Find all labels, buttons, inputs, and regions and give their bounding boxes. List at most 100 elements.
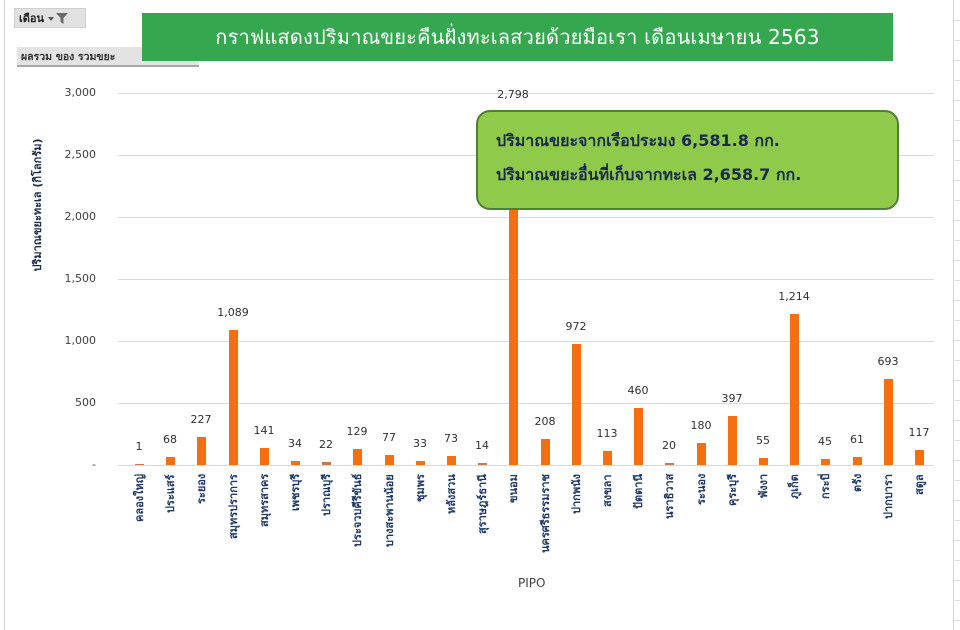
x-category-label: บางสะพานน้อย [383, 474, 396, 547]
bar-value-label: 117 [908, 426, 930, 439]
sheet-row-line [954, 600, 960, 601]
bar-value-label: 33 [413, 437, 427, 450]
sheet-row-line [954, 300, 960, 301]
bar[interactable] [884, 379, 893, 465]
x-category-label: คลองใหญ่ [133, 474, 146, 523]
bar[interactable] [166, 457, 175, 465]
bar-value-label: 1,089 [217, 306, 249, 319]
pivot-value-label: ผลรวม ของ รวมขยะ [21, 50, 116, 63]
sheet-row-line [954, 500, 960, 501]
x-category-label: ภูเก็ต [788, 474, 801, 499]
pivot-field-label: เดือน [19, 12, 45, 25]
sheet-row-line [954, 320, 960, 321]
x-category-label: ประแสร์ [164, 474, 177, 513]
bar[interactable] [728, 416, 737, 465]
sheet-row-line [954, 520, 960, 521]
bar-value-label: 113 [596, 427, 618, 440]
sheet-row-line [954, 40, 960, 41]
bar[interactable] [697, 443, 706, 465]
bar[interactable] [385, 455, 394, 465]
sheet-row-line [954, 580, 960, 581]
sheet-row-line [954, 340, 960, 341]
sheet-row-line [954, 360, 960, 361]
bar-value-label: 34 [288, 437, 302, 450]
summary-callout: ปริมาณขยะจากเรือประมง 6,581.8 กก. ปริมาณ… [476, 110, 899, 210]
bar-value-label: 55 [756, 434, 770, 447]
x-category-label: คุระบุรี [726, 474, 739, 507]
sheet-row-line [954, 540, 960, 541]
x-category-label: ปากพนัง [570, 474, 583, 514]
x-category-label: ระยอง [195, 474, 208, 505]
bar-value-label: 45 [818, 435, 832, 448]
x-category-label: พังงา [757, 474, 770, 499]
x-category-label: สงขลา [601, 474, 614, 507]
bar[interactable] [665, 463, 674, 465]
bar[interactable] [915, 450, 924, 465]
sheet-row-line [954, 120, 960, 121]
x-category-label: สตูล [913, 474, 926, 495]
bar-value-label: 141 [253, 424, 275, 437]
bar-value-label: 397 [721, 392, 743, 405]
bar[interactable] [322, 462, 331, 465]
x-category-label: นราธิวาส [663, 474, 676, 520]
bar[interactable] [197, 437, 206, 465]
bar-value-label: 68 [163, 433, 177, 446]
sheet-row-line [954, 60, 960, 61]
chart-title: กราฟแสดงปริมาณขยะคืนฝั่งทะเลสวยด้วยมือเร… [142, 13, 893, 61]
bar[interactable] [260, 448, 269, 465]
bar-value-label: 208 [534, 415, 556, 428]
sheet-row-line [954, 20, 960, 21]
x-category-label: กระบี่ [819, 474, 832, 500]
bar[interactable] [634, 408, 643, 465]
bar[interactable] [353, 449, 362, 465]
bar[interactable] [603, 451, 612, 465]
bar[interactable] [821, 459, 830, 465]
bar[interactable] [509, 118, 518, 465]
gridline [118, 93, 934, 94]
bar-value-label: 1 [135, 440, 143, 453]
x-category-label: สมุทรปราการ [227, 474, 240, 539]
bar-value-label: 73 [444, 432, 458, 445]
bar[interactable] [790, 314, 799, 465]
bar[interactable] [135, 464, 144, 465]
bar-value-label: 2,798 [497, 88, 529, 101]
y-tick-label: 1,500 [64, 272, 97, 285]
bar-value-label: 22 [319, 438, 333, 451]
bar[interactable] [541, 439, 550, 465]
bar-value-label: 14 [475, 439, 489, 452]
x-category-label: ชุมพร [414, 474, 427, 502]
x-category-label: สุราษฎร์ธานี [476, 474, 489, 534]
bar[interactable] [229, 330, 238, 465]
pivot-field-month-button[interactable]: เดือน [14, 8, 86, 28]
y-tick-label: 1,000 [64, 334, 97, 347]
gridline [118, 403, 934, 404]
sheet-row-line [954, 240, 960, 241]
sheet-right-edge [953, 0, 960, 630]
sheet-row-line [954, 200, 960, 201]
sheet-row-line [954, 480, 960, 481]
bar-value-label: 20 [662, 439, 676, 452]
x-category-label: ประจวบคีรีขันธ์ [351, 474, 364, 548]
bar[interactable] [853, 457, 862, 465]
x-category-label: ตรัง [851, 474, 864, 493]
sheet-row-line [954, 160, 960, 161]
gridline [118, 217, 934, 218]
sheet-row-line [954, 620, 960, 621]
bar[interactable] [572, 344, 581, 465]
bar-value-label: 1,214 [778, 290, 810, 303]
bar[interactable] [416, 461, 425, 465]
bar[interactable] [447, 456, 456, 465]
bar-value-label: 77 [382, 431, 396, 444]
gridline [118, 465, 934, 466]
y-tick-label: - [92, 458, 96, 471]
bar[interactable] [759, 458, 768, 465]
x-axis-title: PIPO [518, 576, 546, 590]
y-tick-label: 3,000 [64, 86, 97, 99]
bar[interactable] [291, 461, 300, 465]
sheet-row-line [954, 100, 960, 101]
filter-dropdown-icon[interactable] [47, 11, 69, 25]
bar[interactable] [478, 463, 487, 465]
gridline [118, 279, 934, 280]
sheet-left-edge [0, 0, 5, 630]
bar-value-label: 227 [190, 413, 212, 426]
